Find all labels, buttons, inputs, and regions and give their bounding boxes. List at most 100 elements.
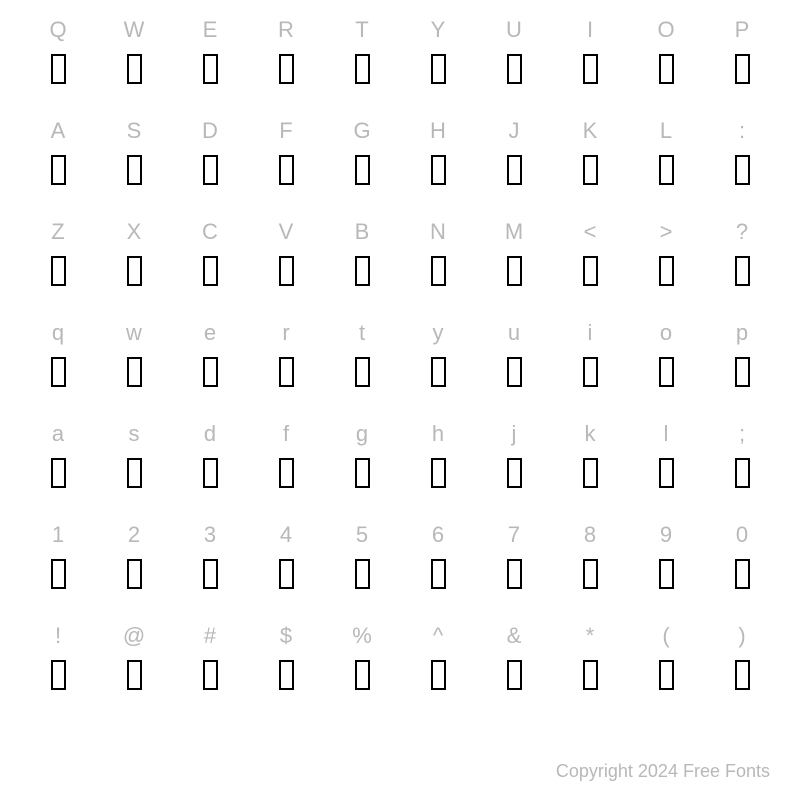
character-label: f <box>283 416 289 452</box>
character-cell: D <box>172 113 248 214</box>
character-label: 0 <box>736 517 748 553</box>
character-label: * <box>586 618 595 654</box>
character-cell: f <box>248 416 324 517</box>
character-label: G <box>353 113 370 149</box>
character-label: R <box>278 12 294 48</box>
character-label: a <box>52 416 64 452</box>
character-label: F <box>279 113 292 149</box>
glyph-placeholder-icon <box>355 559 370 589</box>
character-label: P <box>735 12 750 48</box>
character-label: d <box>204 416 216 452</box>
character-cell: ! <box>20 618 96 719</box>
character-label: E <box>203 12 218 48</box>
glyph-placeholder-icon <box>279 458 294 488</box>
character-label: X <box>127 214 142 250</box>
character-label: ; <box>739 416 745 452</box>
character-label: V <box>279 214 294 250</box>
character-cell: ; <box>704 416 780 517</box>
character-label: ^ <box>433 618 443 654</box>
character-cell: V <box>248 214 324 315</box>
glyph-placeholder-icon <box>659 357 674 387</box>
character-label: e <box>204 315 216 351</box>
glyph-placeholder-icon <box>735 155 750 185</box>
character-cell: J <box>476 113 552 214</box>
character-cell: 2 <box>96 517 172 618</box>
glyph-placeholder-icon <box>583 357 598 387</box>
character-label: ( <box>662 618 669 654</box>
character-label: 7 <box>508 517 520 553</box>
glyph-placeholder-icon <box>431 54 446 84</box>
glyph-placeholder-icon <box>659 660 674 690</box>
character-label: 4 <box>280 517 292 553</box>
character-label: & <box>507 618 522 654</box>
character-cell: g <box>324 416 400 517</box>
character-label: j <box>512 416 517 452</box>
glyph-placeholder-icon <box>507 256 522 286</box>
glyph-placeholder-icon <box>279 256 294 286</box>
character-label: Y <box>431 12 446 48</box>
character-label: s <box>129 416 140 452</box>
glyph-placeholder-icon <box>203 559 218 589</box>
character-cell: T <box>324 12 400 113</box>
character-cell: G <box>324 113 400 214</box>
copyright-text: Copyright 2024 Free Fonts <box>556 761 770 782</box>
character-label: $ <box>280 618 292 654</box>
character-label: t <box>359 315 365 351</box>
glyph-placeholder-icon <box>51 256 66 286</box>
glyph-placeholder-icon <box>51 155 66 185</box>
character-label: o <box>660 315 672 351</box>
character-label: u <box>508 315 520 351</box>
character-cell: l <box>628 416 704 517</box>
character-label: k <box>585 416 596 452</box>
character-cell: Y <box>400 12 476 113</box>
glyph-placeholder-icon <box>51 660 66 690</box>
glyph-placeholder-icon <box>659 559 674 589</box>
glyph-placeholder-icon <box>51 559 66 589</box>
character-cell: j <box>476 416 552 517</box>
character-cell: W <box>96 12 172 113</box>
glyph-placeholder-icon <box>583 559 598 589</box>
glyph-placeholder-icon <box>51 357 66 387</box>
glyph-placeholder-icon <box>51 458 66 488</box>
character-label: 1 <box>52 517 64 553</box>
glyph-placeholder-icon <box>507 54 522 84</box>
character-cell: o <box>628 315 704 416</box>
character-cell: u <box>476 315 552 416</box>
character-map: QWERTYUIOPASDFGHJKL:ZXCVBNM<>?qwertyuiop… <box>0 0 800 719</box>
character-cell: w <box>96 315 172 416</box>
glyph-placeholder-icon <box>735 559 750 589</box>
character-cell: 7 <box>476 517 552 618</box>
character-label: A <box>51 113 66 149</box>
character-cell: : <box>704 113 780 214</box>
character-label: N <box>430 214 446 250</box>
character-cell: d <box>172 416 248 517</box>
glyph-placeholder-icon <box>431 155 446 185</box>
character-label: I <box>587 12 593 48</box>
character-label: 5 <box>356 517 368 553</box>
glyph-placeholder-icon <box>507 559 522 589</box>
character-label: y <box>433 315 444 351</box>
character-label: < <box>584 214 597 250</box>
character-label: g <box>356 416 368 452</box>
character-cell: I <box>552 12 628 113</box>
glyph-placeholder-icon <box>431 559 446 589</box>
character-cell: % <box>324 618 400 719</box>
character-cell: # <box>172 618 248 719</box>
glyph-placeholder-icon <box>735 54 750 84</box>
glyph-placeholder-icon <box>127 458 142 488</box>
character-label: ) <box>738 618 745 654</box>
character-cell: y <box>400 315 476 416</box>
character-cell: ) <box>704 618 780 719</box>
character-label: # <box>204 618 216 654</box>
character-label: 8 <box>584 517 596 553</box>
character-cell: X <box>96 214 172 315</box>
glyph-placeholder-icon <box>735 357 750 387</box>
character-label: w <box>126 315 142 351</box>
character-cell: A <box>20 113 96 214</box>
character-cell: s <box>96 416 172 517</box>
character-label: : <box>739 113 745 149</box>
character-cell: Q <box>20 12 96 113</box>
character-cell: Z <box>20 214 96 315</box>
character-label: B <box>355 214 370 250</box>
glyph-placeholder-icon <box>431 256 446 286</box>
